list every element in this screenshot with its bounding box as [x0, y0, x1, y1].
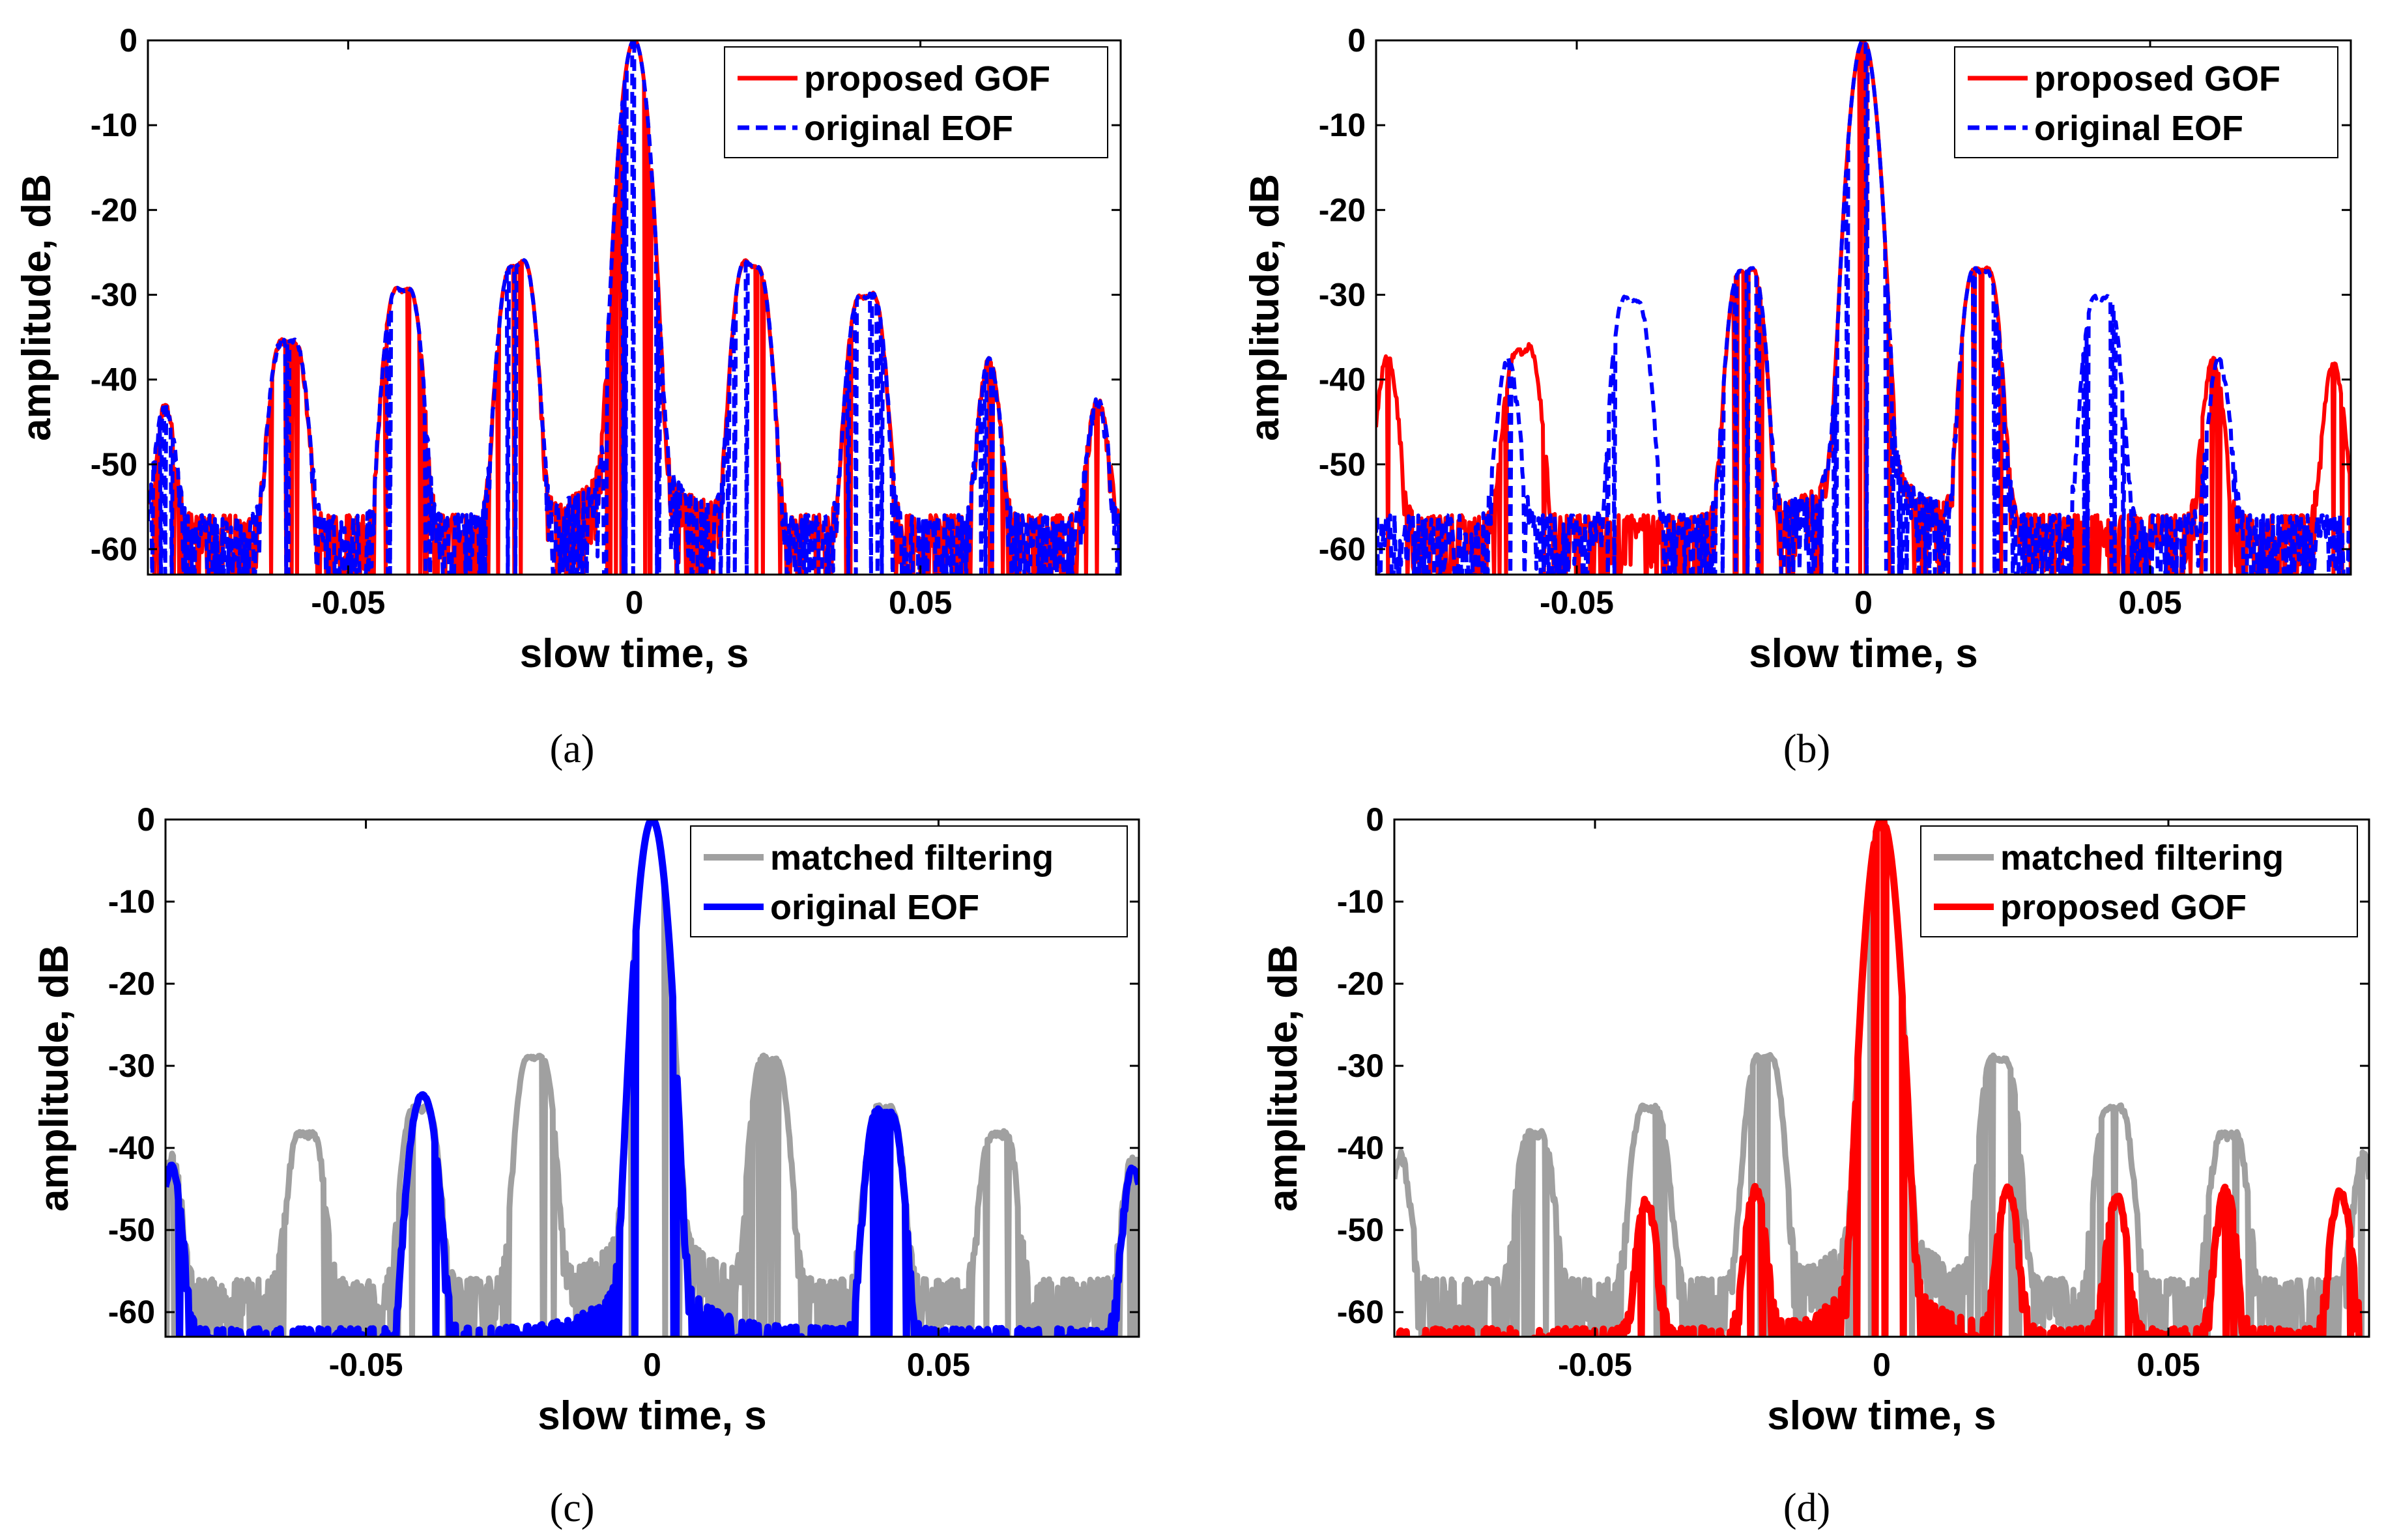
y-tick-label: -40: [108, 1130, 155, 1166]
series-line-matched-filtering: [165, 820, 1139, 1337]
panel-d: 0 -10 -20 -30 -40 -50 -60 -0.05 0.05 0 slow time, …: [1261, 801, 2370, 1530]
panel-caption: (b): [1783, 727, 1830, 771]
legend: proposed GOF original EOF: [724, 46, 1108, 158]
y-tick-label: -10: [1319, 107, 1366, 143]
x-axis-label: slow time, s: [520, 631, 749, 676]
y-tick-label: -50: [108, 1212, 155, 1248]
legend-box: [690, 825, 1128, 937]
y-tick-label: 0: [119, 22, 137, 59]
series-line-original-eof: [1376, 40, 2351, 575]
x-axis-label: slow time, s: [1767, 1393, 1996, 1438]
x-tick-label: -0.05: [1540, 584, 1614, 621]
y-tick-label: -10: [1337, 883, 1384, 920]
y-tick-label: -30: [91, 276, 137, 313]
y-tick-label: -60: [108, 1294, 155, 1330]
y-tick-label: -30: [1319, 276, 1366, 313]
panel-a: 0 -10 -20 -30 -40 -50 -60 -0.05 0.05 0 slow time, …: [14, 22, 1122, 771]
y-tick-label: -20: [108, 965, 155, 1002]
panel-caption: (d): [1783, 1486, 1830, 1530]
x-axis-label: slow time, s: [538, 1393, 766, 1438]
legend: matched filtering proposed GOF: [1920, 825, 2358, 937]
axes-box: [1393, 818, 2370, 1338]
x-tick-label: 0.05: [2136, 1347, 2200, 1383]
series-line-matched-filtering: [1394, 820, 2369, 1337]
y-axis-label: amplitude, dB: [14, 174, 59, 441]
y-tick-label: -40: [1319, 362, 1366, 398]
x-tick-label: 0: [625, 584, 644, 621]
x-tick-label: -0.05: [311, 584, 385, 621]
y-tick-label: -20: [1337, 965, 1384, 1002]
series-line-proposed-gof: [1396, 820, 2364, 1337]
axes-box: [164, 818, 1140, 1338]
legend-entry: original EOF: [770, 888, 979, 927]
y-tick-label: 0: [1347, 22, 1366, 59]
x-tick-label: 0: [1873, 1347, 1891, 1383]
y-tick-label: -50: [1319, 446, 1366, 483]
y-axis-label: amplitude, dB: [32, 945, 77, 1212]
legend-entry: matched filtering: [770, 838, 1054, 877]
axes-box: [1375, 39, 2352, 576]
y-tick-label: -50: [91, 446, 137, 483]
legend-entry: original EOF: [804, 109, 1013, 148]
x-tick-label: 0.05: [889, 584, 952, 621]
x-tick-label: 0.05: [907, 1347, 970, 1383]
x-tick-label: -0.05: [329, 1347, 403, 1383]
panel-caption: (a): [550, 727, 595, 771]
legend-entry: proposed GOF: [2000, 888, 2247, 927]
legend-box: [1920, 825, 2358, 937]
y-tick-label: -20: [91, 192, 137, 228]
y-tick-label: -50: [1337, 1212, 1384, 1248]
series-line-original-eof: [165, 820, 1139, 1337]
y-tick-label: -40: [1337, 1130, 1384, 1166]
legend: proposed GOF original EOF: [1954, 46, 2338, 158]
legend-box: [724, 46, 1108, 158]
panel-b: 0 -10 -20 -30 -40 -50 -60 -0.05 0.05 0 slow time, …: [1243, 22, 2352, 771]
y-tick-label: -60: [1337, 1294, 1384, 1330]
legend-entry: proposed GOF: [804, 59, 1050, 98]
legend: matched filtering original EOF: [690, 825, 1128, 937]
y-tick-label: -60: [91, 531, 137, 567]
legend-entry: original EOF: [2034, 109, 2243, 148]
legend-entry: proposed GOF: [2034, 59, 2280, 98]
y-tick-label: -10: [108, 883, 155, 920]
y-tick-label: 0: [137, 801, 155, 838]
legend-box: [1954, 46, 2338, 158]
x-tick-label: -0.05: [1558, 1347, 1632, 1383]
axes-box: [147, 39, 1122, 576]
y-axis-label: amplitude, dB: [1243, 174, 1287, 441]
y-tick-label: -20: [1319, 192, 1366, 228]
panel-caption: (c): [550, 1486, 595, 1530]
y-tick-label: 0: [1366, 801, 1384, 838]
x-tick-label: 0.05: [2118, 584, 2181, 621]
panel-c: 0 -10 -20 -30 -40 -50 -60 -0.05 0.05 0 slow time, …: [32, 801, 1140, 1530]
x-tick-label: 0: [643, 1347, 661, 1383]
y-axis-label: amplitude, dB: [1261, 945, 1306, 1212]
x-tick-label: 0: [1854, 584, 1873, 621]
y-tick-label: -40: [91, 362, 137, 398]
legend-entry: matched filtering: [2000, 838, 2284, 877]
y-tick-label: -30: [1337, 1048, 1384, 1084]
y-tick-label: -60: [1319, 531, 1366, 567]
y-tick-label: -30: [108, 1048, 155, 1084]
x-axis-label: slow time, s: [1749, 631, 1977, 676]
y-tick-label: -10: [91, 107, 137, 143]
series-line-original-eof: [148, 40, 1121, 575]
